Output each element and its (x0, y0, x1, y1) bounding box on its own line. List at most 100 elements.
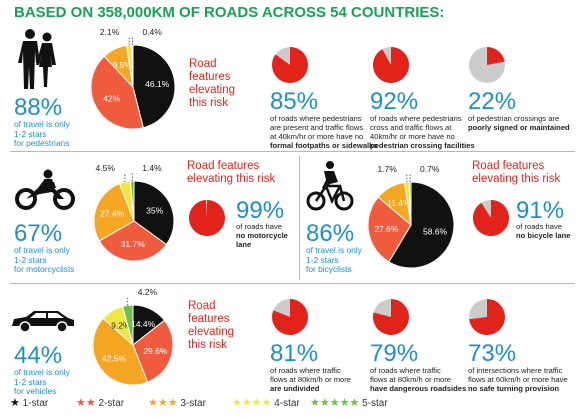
vehicles-features-label: Road features elevating this risk (188, 300, 234, 352)
features-line: this risk (189, 97, 228, 109)
star-icon: ★★ (76, 397, 96, 409)
stat-bold-line: lane (236, 240, 252, 249)
pie-slice-5-star (131, 44, 134, 88)
stat-description: of roads where pedestrians cross and tra… (370, 114, 475, 150)
stat-description: of intersections where traffic flows at … (468, 366, 568, 393)
stat-line: of roads where pedestrians (270, 114, 362, 123)
caption-line: for motorcyclists (14, 264, 75, 275)
pie-slice-3-star (93, 183, 135, 242)
stat-pie-icon (469, 47, 505, 83)
caption-line: of travel is only (14, 119, 70, 129)
legend-label: 4-star (274, 398, 300, 409)
stat-pie-share (469, 299, 505, 335)
star-icon: ★★★ (148, 397, 178, 409)
stat-bold-line: no safe turning provision (468, 384, 560, 393)
caption-line: for vehicles (14, 386, 57, 397)
pie-slice-2-star (132, 319, 174, 383)
pie-slice-label: 31.7% (121, 239, 146, 249)
vehicles-pie-chart: 14.4% 29.6% 42.5% 9.2% 4.2% (92, 287, 174, 386)
pie-slice-label: 42% (103, 94, 120, 104)
pie-slice-label: 58.6% (423, 227, 448, 237)
pie-slice-2-star (90, 55, 144, 130)
legend-label: 2-star (98, 398, 125, 409)
stat-pie-icon (469, 299, 505, 335)
row-divider (10, 283, 575, 284)
stat-line: of roads where pedestrians (370, 114, 462, 123)
legend-item-2-star: ★★ 2-star (76, 396, 124, 409)
features-line: elevating this risk (472, 173, 561, 185)
stat-pie-share (373, 47, 409, 83)
stat-pie-icon (189, 200, 225, 236)
pie-slice-1-star (388, 181, 455, 269)
motorcyclists-pie-chart: 35% 31.7% 27.4% 4.5% 1.4% (93, 163, 175, 262)
pedestrians-caption: of travel is only 1-2 stars for pedestri… (14, 119, 70, 149)
pie-slice-label: 29.6% (143, 346, 168, 356)
stat-percent: 81% (270, 340, 319, 367)
caption-line: 1-2 stars (14, 128, 47, 139)
star-icon: ★★★★ (232, 397, 272, 409)
stat-bold-line: pedestrian crossing facilities (370, 141, 475, 150)
stat-line: of pedestrian crossings are (468, 114, 560, 123)
stat-percent: 22% (468, 88, 517, 115)
motorcyclists-caption: of travel is only 1-2 stars for motorcyc… (14, 245, 75, 275)
stat-line: of roads have (516, 222, 563, 231)
stat-line: flows at 60km/h or more have (468, 375, 568, 384)
legend-label: 3-star (180, 398, 206, 409)
pie-slice-label: 1.4% (142, 163, 162, 173)
bicyclists-pie-chart: 58.6% 27.6% 11.4% 1.7% 0.7% (367, 164, 455, 269)
legend-label: 1-star (22, 398, 49, 409)
stat-pie-icon (272, 47, 308, 83)
features-line: Road (188, 300, 216, 312)
stat-percent: 79% (370, 340, 419, 367)
stat-description: of roads have no bicycle lane (516, 222, 570, 240)
features-line: features (189, 71, 231, 83)
pedestrians-pie-chart: 46.1% 42% 9.5% 2.1% 0.4% (90, 27, 176, 130)
pedestrians-features-label: Road features elevating this risk (189, 58, 235, 110)
stat-percent: 91% (516, 197, 565, 224)
pie-slice-label: 2.1% (100, 27, 120, 37)
stat-pie-icon (373, 299, 409, 335)
pie-slice-2-star (98, 220, 168, 262)
stat-bold-line: no bicycle lane (516, 231, 571, 240)
stat-line: cross and traffic flows at (370, 123, 452, 132)
pie-slice-label: 46.1% (145, 79, 170, 89)
pie-slice-label: 4.5% (96, 163, 116, 173)
pie-slice-label: 42.5% (102, 353, 127, 363)
stat-bold-line: have dangerous roadsides (370, 384, 467, 393)
column-divider (299, 156, 300, 280)
stat-bold-line: no motorcycle (236, 231, 288, 240)
stat-line: at 40km/hr or more have no (270, 132, 364, 141)
stat-percent: 73% (468, 340, 517, 367)
page-title: BASED ON 358,000KM OF ROADS ACROSS 54 CO… (14, 4, 445, 21)
stat-bold-line: are undivided (270, 384, 320, 393)
star-icon: ★★★★★ (310, 397, 360, 409)
pie-slice-label: 27.6% (374, 224, 399, 234)
stat-line: flows at 80km/h or more (370, 375, 452, 384)
stat-description: of pedestrian crossings are poorly signe… (468, 114, 570, 132)
stat-pie-share (487, 47, 505, 65)
features-line: Road (189, 58, 217, 70)
caption-line: for bicyclists (306, 264, 352, 275)
pie-slice-label: 1.7% (377, 164, 397, 174)
stat-pie-share (473, 200, 509, 236)
bicycle-icon (306, 161, 354, 211)
caption-line: 1-2 stars (14, 376, 47, 387)
legend-label: 5-star (362, 398, 388, 409)
pie-slice-label: 14.4% (131, 319, 156, 329)
pie-slice-label: 0.4% (142, 27, 162, 37)
stat-description: of roads have no motorcycle lane (236, 222, 288, 249)
vehicles-caption: of travel is only 1-2 stars for vehicles (14, 367, 70, 397)
pie-slice-label: 4.2% (138, 287, 158, 297)
pie-slice-label: 11.4% (387, 198, 411, 208)
bicyclists-caption: of travel is only 1-2 stars for bicyclis… (306, 245, 362, 275)
stat-pie-share (272, 47, 308, 83)
star-icon: ★ (10, 397, 20, 409)
legend-item-1-star: ★ 1-star (10, 396, 48, 409)
stat-bold-line: poorly signed or maintained (468, 123, 570, 132)
pie-slice-1-star (132, 44, 176, 129)
features-line: Road features (187, 160, 260, 172)
stat-pie-share (272, 299, 308, 335)
caption-line: for pedestrians (14, 138, 70, 149)
motorcyclists-percent: 67% (14, 220, 63, 247)
legend-item-4-star: ★★★★ 4-star (232, 396, 300, 409)
